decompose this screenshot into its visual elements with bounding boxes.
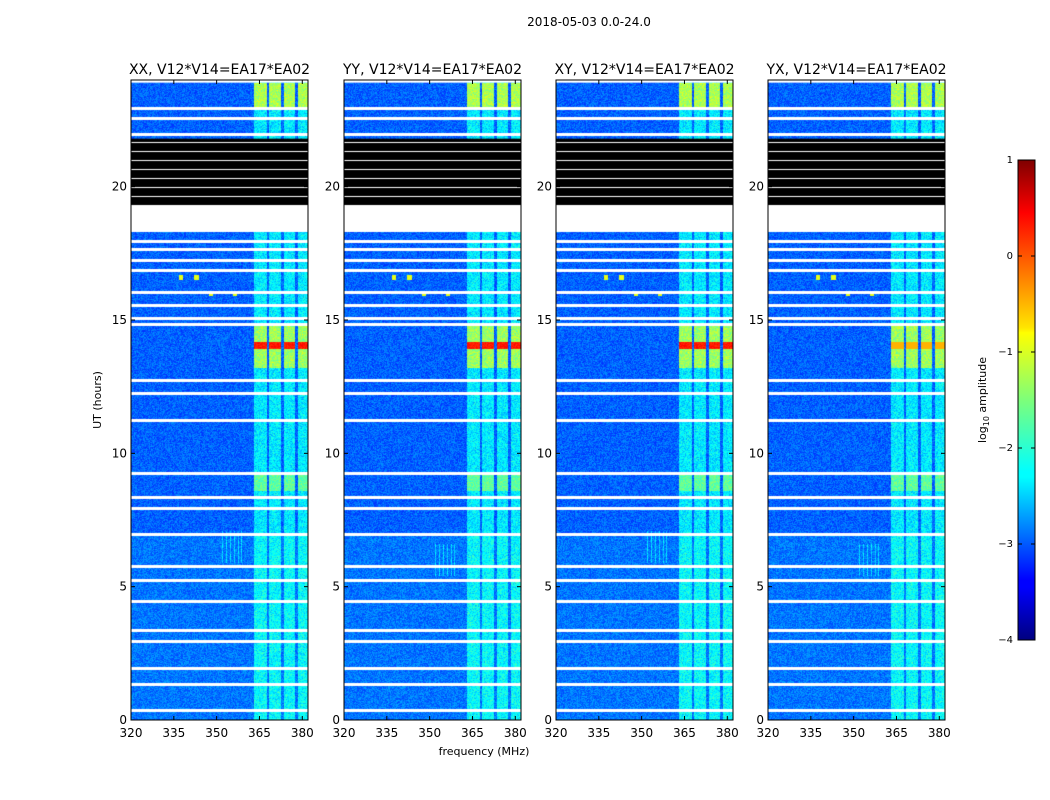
panel-heatmap — [768, 80, 945, 720]
y-tick-label: 20 — [325, 180, 340, 194]
x-axis-label: frequency (MHz) — [439, 745, 530, 758]
figure-title: 2018-05-03 0.0-24.0 — [527, 15, 651, 29]
y-tick-label: 15 — [537, 313, 552, 327]
colorbar-tick-label: −1 — [998, 347, 1013, 358]
x-tick-label: 350 — [630, 726, 653, 740]
panel-frame — [343, 79, 522, 721]
y-tick-label: 0 — [332, 713, 340, 727]
x-tick-label: 350 — [418, 726, 441, 740]
y-tick-label: 10 — [112, 446, 127, 460]
colorbar-gradient — [1017, 159, 1036, 641]
panel-heatmap — [344, 80, 521, 720]
colorbar-tick-label: −3 — [998, 539, 1013, 550]
x-tick-label: 365 — [248, 726, 271, 740]
panel-frame — [555, 79, 734, 721]
colorbar-label: log10 amplitude — [976, 357, 991, 443]
y-axis-label: UT (hours) — [91, 371, 104, 429]
x-tick-label: 380 — [716, 726, 739, 740]
x-tick-label: 320 — [333, 726, 356, 740]
colorbar-label-rest: amplitude — [976, 357, 989, 416]
colorbar-ticks: 1 0 −1 −2 −3 −4 — [998, 155, 1035, 646]
x-tick-label: 320 — [757, 726, 780, 740]
panel-title: YY, V12*V14=EA17*EA02 — [342, 62, 522, 78]
panel-0: XX, V12*V14=EA17*EA02 0 5 10 15 20 320 335 350 36… — [112, 62, 314, 740]
x-tick-label: 380 — [504, 726, 527, 740]
panels-group: XX, V12*V14=EA17*EA02 0 5 10 15 20 320 335 350 36… — [112, 62, 951, 740]
y-tick-label: 0 — [119, 713, 127, 727]
panel-title: XX, V12*V14=EA17*EA02 — [129, 62, 310, 78]
x-tick-label: 380 — [291, 726, 314, 740]
x-tick-label: 335 — [587, 726, 610, 740]
colorbar-tick-label: 1 — [1007, 155, 1013, 166]
colorbar: 10−1−2−3−4 log10 amplitude — [976, 155, 1036, 646]
x-tick-label: 350 — [842, 726, 865, 740]
panel-title: YX, V12*V14=EA17*EA02 — [765, 62, 946, 78]
panel-2: XY, V12*V14=EA17*EA02 0 5 10 15 20 320 335 350 36… — [537, 62, 739, 740]
x-tick-label: 320 — [545, 726, 568, 740]
x-tick-label: 335 — [162, 726, 185, 740]
x-tick-label: 365 — [461, 726, 484, 740]
panel-frame — [767, 79, 946, 721]
y-tick-label: 15 — [749, 313, 764, 327]
y-tick-label: 5 — [544, 580, 552, 594]
y-tick-label: 0 — [544, 713, 552, 727]
y-tick-label: 5 — [756, 580, 764, 594]
panel-title: XY, V12*V14=EA17*EA02 — [554, 62, 734, 78]
x-tick-label: 350 — [205, 726, 228, 740]
y-tick-label: 10 — [325, 446, 340, 460]
y-tick-label: 20 — [112, 180, 127, 194]
y-tick-label: 10 — [537, 446, 552, 460]
colorbar-label-log: log — [976, 426, 989, 443]
y-tick-label: 15 — [325, 313, 340, 327]
panel-1: YY, V12*V14=EA17*EA02 0 5 10 15 20 320 335 350 36… — [325, 62, 527, 740]
colorbar-tick-label: −4 — [998, 635, 1013, 646]
x-tick-label: 335 — [799, 726, 822, 740]
x-tick-label: 365 — [885, 726, 908, 740]
panel-heatmap — [556, 80, 733, 720]
x-tick-label: 320 — [120, 726, 143, 740]
x-tick-label: 335 — [375, 726, 398, 740]
colorbar-tick-label: 0 — [1007, 251, 1013, 262]
y-tick-label: 5 — [119, 580, 127, 594]
y-tick-label: 10 — [749, 446, 764, 460]
x-tick-label: 380 — [928, 726, 951, 740]
y-tick-label: 20 — [537, 180, 552, 194]
panel-heatmap — [131, 80, 308, 720]
y-tick-label: 5 — [332, 580, 340, 594]
colorbar-label-sub: 10 — [982, 416, 991, 426]
y-tick-label: 20 — [749, 180, 764, 194]
panel-3: YX, V12*V14=EA17*EA02 0 5 10 15 20 320 335 350 36… — [749, 62, 951, 740]
x-tick-label: 365 — [673, 726, 696, 740]
y-tick-label: 0 — [756, 713, 764, 727]
y-tick-label: 15 — [112, 313, 127, 327]
panel-frame — [130, 79, 309, 721]
colorbar-tick-label: −2 — [998, 443, 1013, 454]
